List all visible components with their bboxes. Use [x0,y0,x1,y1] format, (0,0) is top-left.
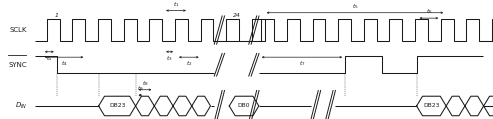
Text: SCLK: SCLK [10,27,27,33]
Text: $t_s$: $t_s$ [46,54,53,63]
Text: 24: 24 [233,13,241,18]
Text: $t_4$: $t_4$ [61,59,68,68]
Text: DB23: DB23 [423,104,440,109]
Text: $D_{IN}$: $D_{IN}$ [15,101,27,111]
Text: $t_1$: $t_1$ [173,0,179,9]
Text: $t_3$: $t_3$ [166,54,173,63]
Text: $t_2$: $t_2$ [185,59,192,68]
Text: $t_6$: $t_6$ [425,7,432,16]
Text: 1: 1 [55,13,59,18]
Text: $t_5$: $t_5$ [352,2,358,11]
Text: $t_8$: $t_8$ [141,79,148,88]
Text: $t_9$: $t_9$ [137,84,143,93]
Text: SYNC: SYNC [8,62,27,68]
Text: $t_7$: $t_7$ [299,59,305,68]
Text: DB0: DB0 [238,104,250,109]
Text: DB23: DB23 [109,104,125,109]
